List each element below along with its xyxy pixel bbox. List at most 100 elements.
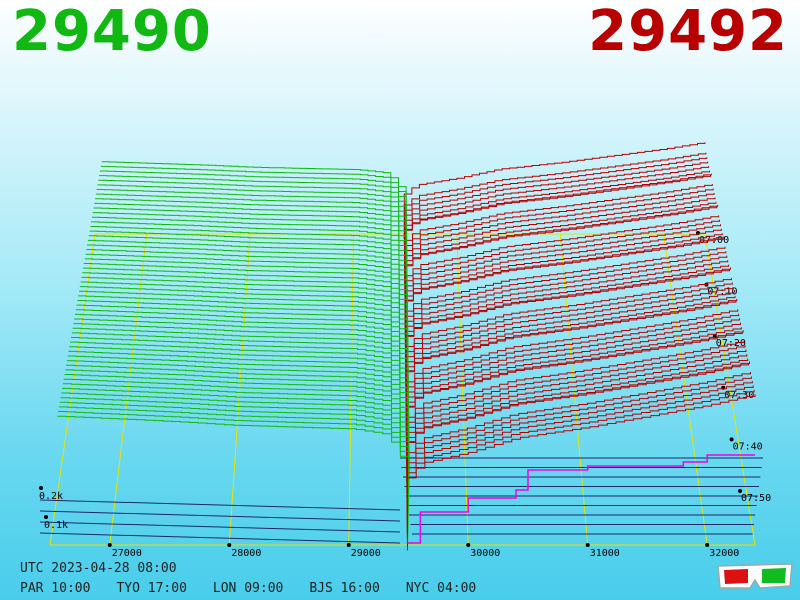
ask-depth-line [404, 166, 710, 263]
depth-tick-label: 0.1k [44, 520, 68, 531]
ask-depth-line [406, 376, 752, 528]
x-gridline [228, 233, 251, 546]
bid-depth-line [63, 378, 410, 505]
time-tick-label: 07:20 [716, 338, 746, 349]
bid-depth-line [61, 392, 410, 522]
ask-depth-line [406, 345, 746, 489]
ask-depth-line [404, 219, 720, 330]
ask-depth-line [404, 215, 720, 325]
ask-depth-line [405, 287, 734, 415]
ask-depth-line [404, 204, 719, 319]
bid-depth-line [62, 387, 410, 517]
ask-depth-line [405, 282, 733, 410]
bid-depth-line [62, 383, 410, 511]
ask-depth-line [406, 322, 741, 460]
x-gridline [348, 233, 354, 546]
chart-series [57, 142, 756, 551]
ask-depth-line [406, 313, 740, 449]
bid-depth-line [91, 221, 408, 313]
time-tick-label: 07:10 [707, 287, 737, 298]
bid-depth-line [66, 364, 410, 488]
bid-depth-line [87, 244, 408, 341]
ask-depth-line [406, 340, 745, 483]
x-tick-dot [466, 543, 471, 547]
ask-depth-line [405, 264, 730, 387]
ask-depth-line [405, 260, 729, 381]
ask-depth-line [405, 246, 726, 364]
ask-depth-line [404, 193, 715, 296]
depth-baseline [39, 532, 401, 544]
x-tick-dot [705, 543, 710, 547]
bid-depth-line [97, 184, 407, 268]
bid-depth-line [64, 374, 410, 500]
ask-depth-line [406, 385, 754, 540]
bid-depth-line [83, 267, 408, 370]
depth-baseline [39, 499, 401, 511]
time-tick-label: 07:40 [733, 441, 763, 452]
bid-depth-line [92, 212, 408, 302]
bid-depth-line [75, 309, 409, 420]
bid-depth-line [71, 337, 409, 454]
ask-depth-line [406, 372, 751, 523]
bid-depth-line [91, 216, 408, 307]
ask-depth-line [405, 267, 731, 398]
bid-depth-line [69, 346, 409, 466]
x-tick-dot [585, 543, 590, 547]
bid-depth-line [58, 406, 410, 539]
bid-depth-line [81, 276, 408, 381]
ask-depth-line [404, 188, 714, 291]
bid-depth-line [66, 360, 409, 483]
bid-depth-line [82, 272, 408, 375]
bid-depth-line [60, 397, 410, 528]
depth-tick-dot [44, 515, 48, 519]
bid-depth-line [95, 193, 407, 279]
ask-depth-line [406, 318, 740, 455]
bid-depth-line [78, 295, 409, 404]
ask-depth-line [406, 381, 753, 534]
bid-depth-line [79, 286, 409, 392]
x-gridline [663, 233, 708, 546]
bid-depth-line [79, 290, 409, 398]
timezone-lon: LON 09:00 [212, 581, 284, 596]
ask-depth-line [406, 361, 750, 517]
depth-baseline [39, 521, 401, 533]
depth-tick-dot [39, 486, 43, 490]
bid-depth-line [95, 198, 407, 285]
bid-depth-line [90, 226, 408, 319]
bid-depth-line [98, 179, 407, 262]
ask-depth-line [404, 197, 716, 302]
bid-depth-line [68, 350, 409, 471]
bid-depth-line [85, 253, 408, 353]
bid-depth-line [88, 235, 408, 330]
ask-depth-line [405, 251, 727, 370]
bid-depth-line [100, 170, 407, 251]
bid-depth-line [93, 207, 408, 296]
bid-depth-line [65, 369, 410, 494]
bid-depth-line [100, 165, 407, 245]
ask-depth-line [405, 298, 738, 438]
x-tick-label: 29000 [351, 548, 381, 559]
bid-depth-line [58, 411, 410, 545]
ask-depth-line [404, 233, 723, 347]
bid-depth-line [87, 239, 408, 336]
x-tick-label: 27000 [112, 548, 142, 559]
ask-depth-line [404, 201, 717, 308]
x-tick-label: 31000 [590, 548, 620, 559]
x-gridline [456, 233, 469, 546]
bid-depth-line [57, 415, 410, 551]
bid-depth-line [76, 304, 409, 415]
ask-depth-line [407, 389, 755, 545]
ask-depth-line [404, 228, 722, 342]
bid-depth-line [80, 281, 408, 387]
3d-glasses-icon[interactable] [716, 558, 794, 592]
bid-depth-line [75, 313, 409, 426]
x-tick-dot [227, 543, 232, 547]
bid-depth-line [84, 258, 408, 358]
ask-depth-line [405, 236, 725, 359]
x-tick-label: 28000 [231, 548, 261, 559]
ask-depth-line [404, 161, 709, 257]
bid-depth-line [70, 341, 409, 460]
ask-depth-line [403, 152, 707, 246]
ask-depth-line [406, 327, 742, 466]
depth-baseline [39, 510, 401, 522]
